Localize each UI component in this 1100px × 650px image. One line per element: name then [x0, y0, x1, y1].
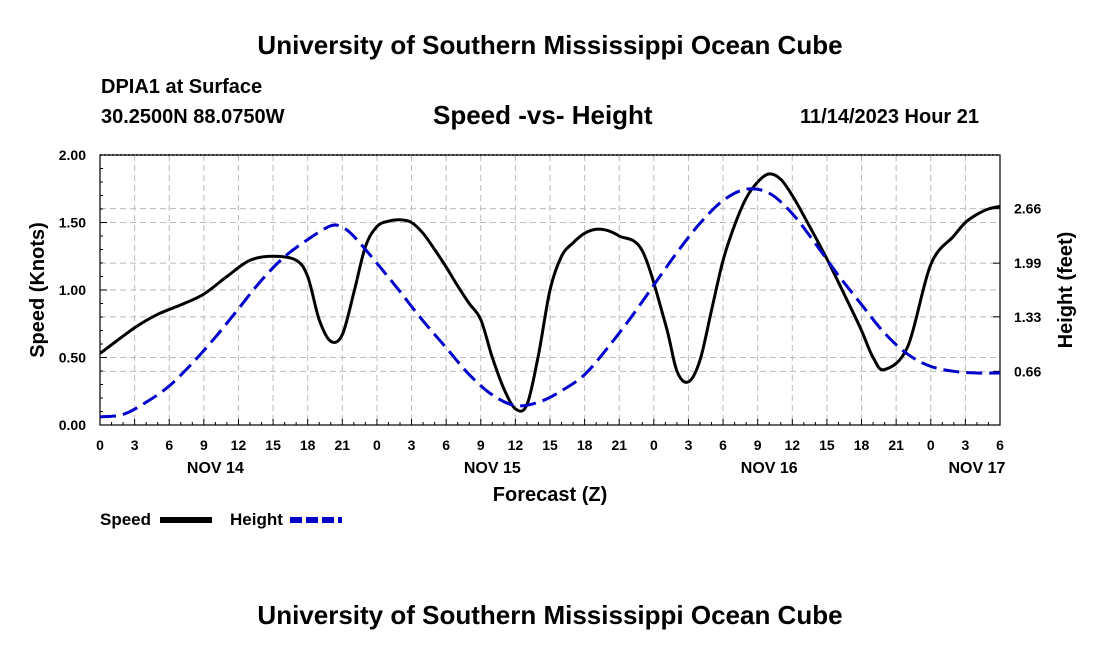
speed-series-line [100, 172, 1000, 413]
legend: Speed Height [100, 510, 342, 529]
date-label: NOV 17 [948, 460, 1005, 477]
x-axis-label: Forecast (Z) [493, 484, 607, 506]
x-tick-label: 9 [200, 437, 208, 453]
y2-axis-label: Height (feet) [1055, 232, 1077, 349]
date-label: NOV 16 [741, 460, 798, 477]
x-tick-label: 21 [335, 437, 351, 453]
y-tick-label: 1.00 [59, 282, 86, 298]
x-tick-label: 21 [611, 437, 627, 453]
x-tick-label: 0 [927, 437, 935, 453]
legend-height-label: Height [230, 510, 283, 529]
y-tick-label: 0.50 [59, 350, 86, 366]
x-tick-label: 0 [650, 437, 658, 453]
x-tick-label: 0 [373, 437, 381, 453]
x-tick-label: 12 [508, 437, 524, 453]
x-tick-label: 15 [265, 437, 281, 453]
x-tick-label: 9 [754, 437, 762, 453]
x-tick-label: 3 [408, 437, 416, 453]
y-tick-label: 1.50 [59, 215, 86, 231]
x-tick-label: 12 [231, 437, 247, 453]
x-tick-label: 15 [542, 437, 558, 453]
y2-tick-label: 2.66 [1014, 201, 1041, 217]
axes-layer: 0 3 6 9 12 15 18 21 0 3 6 9 12 15 18 21 0 3 6 9 12 15 18 21 0 3 6N… [59, 147, 1042, 477]
date-label: NOV 14 [187, 460, 244, 477]
x-tick-label: 0 [96, 437, 104, 453]
x-tick-label: 12 [785, 437, 801, 453]
y-tick-label: 0.00 [59, 417, 86, 433]
x-tick-label: 3 [685, 437, 693, 453]
x-tick-label: 18 [854, 437, 870, 453]
chart-title: Speed -vs- Height [433, 100, 653, 130]
x-tick-label: 18 [577, 437, 593, 453]
y-tick-label: 2.00 [59, 147, 86, 163]
x-tick-label: 6 [996, 437, 1004, 453]
date-label: NOV 15 [464, 460, 521, 477]
x-tick-label: 18 [300, 437, 316, 453]
height-series-line [100, 187, 1000, 419]
station-coordinates: 30.2500N 88.0750W [101, 106, 285, 128]
y2-tick-label: 1.33 [1014, 309, 1041, 325]
y2-tick-label: 0.66 [1014, 363, 1041, 379]
x-tick-label: 6 [719, 437, 727, 453]
x-tick-label: 9 [477, 437, 485, 453]
station-name: DPIA1 at Surface [101, 76, 263, 98]
series-layer [100, 172, 1000, 419]
x-tick-label: 3 [961, 437, 969, 453]
x-tick-label: 21 [888, 437, 904, 453]
x-tick-label: 6 [165, 437, 173, 453]
x-tick-label: 15 [819, 437, 835, 453]
y-axis-label: Speed (Knots) [27, 222, 49, 358]
x-tick-label: 6 [442, 437, 450, 453]
x-tick-label: 3 [131, 437, 139, 453]
legend-speed-label: Speed [100, 510, 151, 529]
page-title: University of Southern Mississippi Ocean… [257, 30, 843, 60]
y2-tick-label: 1.99 [1014, 255, 1041, 271]
forecast-datetime: 11/14/2023 Hour 21 [800, 106, 980, 128]
footer-title: University of Southern Mississippi Ocean… [257, 600, 843, 630]
